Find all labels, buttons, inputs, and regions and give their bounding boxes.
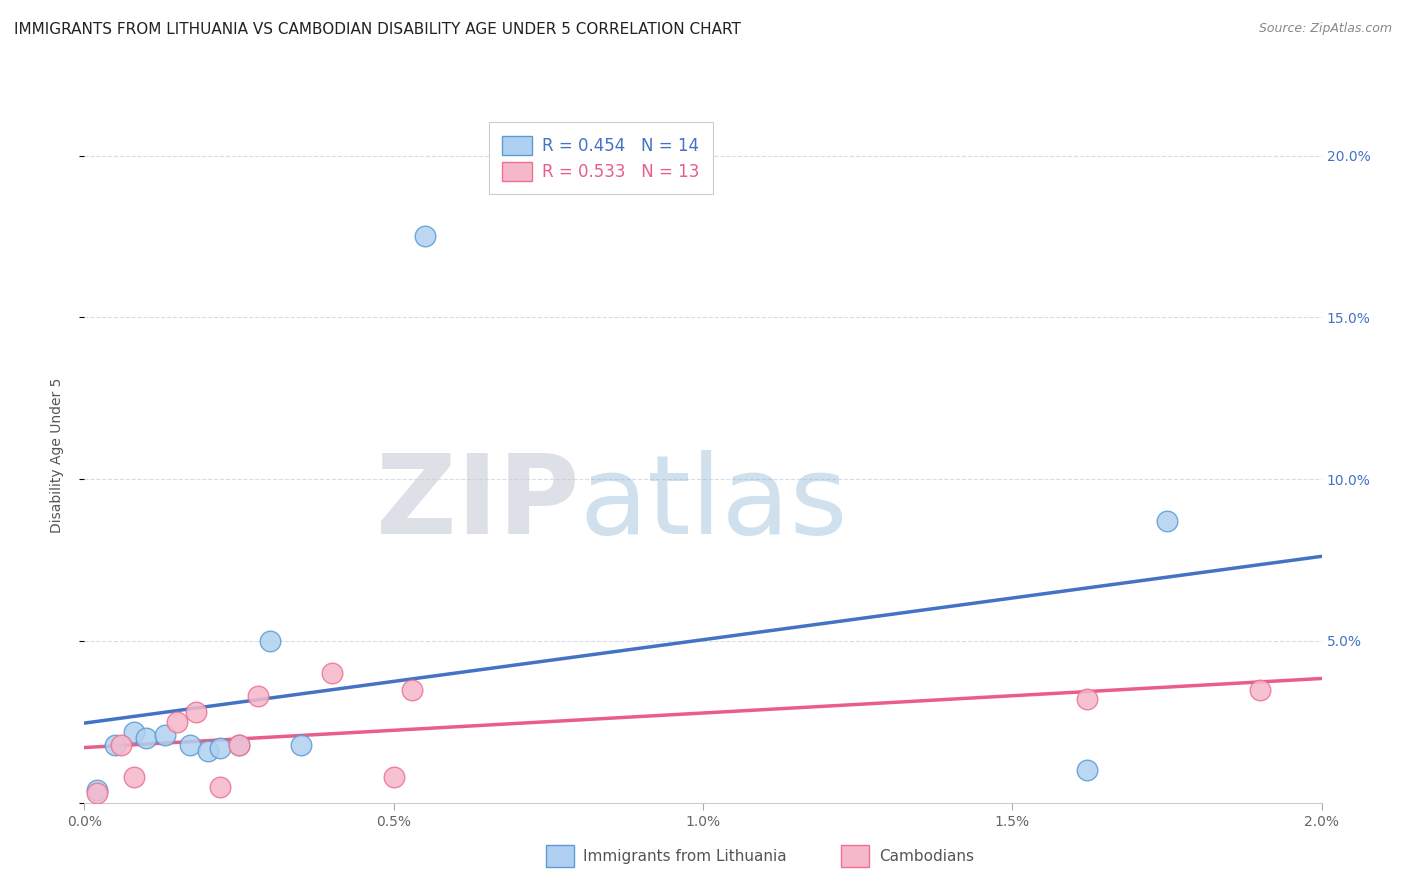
Point: [104, 738, 127, 752]
Point: [153, 728, 176, 742]
Point: [228, 738, 250, 752]
Point: [290, 738, 312, 752]
Text: Cambodians: Cambodians: [879, 849, 974, 863]
Text: atlas: atlas: [579, 450, 848, 558]
Point: [401, 682, 423, 697]
Point: [1076, 764, 1098, 778]
Point: [122, 724, 145, 739]
Point: [1076, 692, 1098, 706]
Point: [184, 705, 207, 719]
Point: [135, 731, 157, 745]
Legend: R = 0.454   N = 14, R = 0.533   N = 13: R = 0.454 N = 14, R = 0.533 N = 13: [489, 122, 713, 194]
Text: Immigrants from Lithuania: Immigrants from Lithuania: [583, 849, 787, 863]
Point: [209, 780, 232, 794]
Text: IMMIGRANTS FROM LITHUANIA VS CAMBODIAN DISABILITY AGE UNDER 5 CORRELATION CHART: IMMIGRANTS FROM LITHUANIA VS CAMBODIAN D…: [14, 22, 741, 37]
Y-axis label: Disability Age Under 5: Disability Age Under 5: [49, 377, 63, 533]
Point: [1249, 682, 1271, 697]
Point: [413, 229, 436, 244]
Point: [259, 634, 281, 648]
Point: [321, 666, 343, 681]
Point: [166, 714, 188, 729]
Point: [246, 689, 269, 703]
Text: Source: ZipAtlas.com: Source: ZipAtlas.com: [1258, 22, 1392, 36]
Point: [179, 738, 201, 752]
Point: [110, 738, 132, 752]
Point: [382, 770, 405, 784]
Point: [1156, 514, 1178, 528]
Point: [209, 740, 232, 755]
Text: ZIP: ZIP: [375, 450, 579, 558]
Point: [86, 786, 108, 800]
Point: [197, 744, 219, 758]
Point: [86, 782, 108, 797]
Point: [122, 770, 145, 784]
Point: [228, 738, 250, 752]
